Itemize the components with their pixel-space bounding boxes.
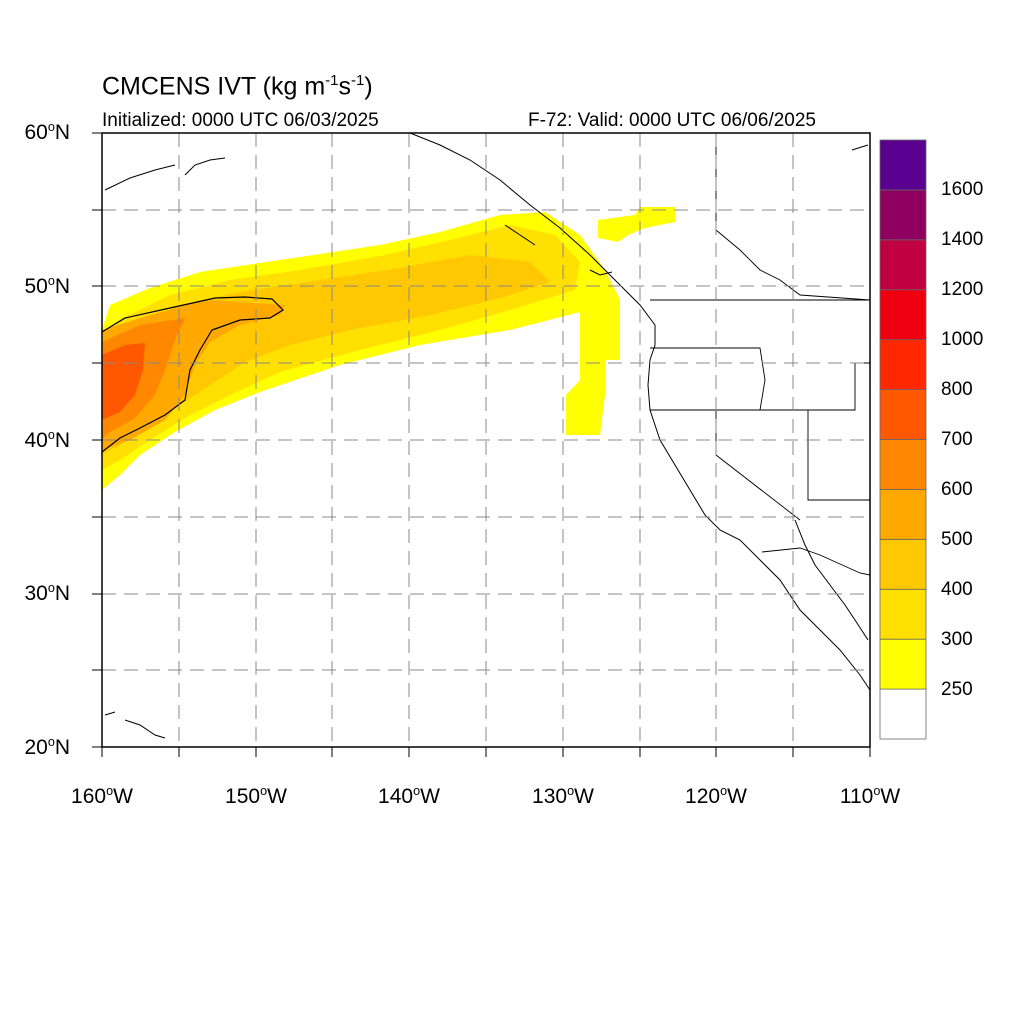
valid-time-label: F-72: Valid: 0000 UTC 06/06/2025 — [528, 110, 816, 131]
ivt-250-region-east — [598, 207, 675, 242]
colorbar-label-500: 500 — [941, 529, 973, 550]
colorbar-swatch — [879, 538, 927, 590]
colorbar-swatch — [879, 389, 927, 440]
lat-label-50: 50oN — [24, 274, 70, 298]
map-title: CMCENS IVT (kg m-1s-1) — [102, 72, 373, 101]
colorbar-label-400: 400 — [941, 579, 973, 600]
lon-label-130w: 130oW — [532, 784, 594, 808]
colorbar-swatch — [879, 588, 927, 640]
colorbar-swatch — [879, 139, 927, 191]
colorbar-swatch — [879, 638, 927, 690]
colorbar-swatch — [879, 339, 927, 390]
colorbar-label-1200: 1200 — [941, 279, 984, 300]
colorbar-label-250: 250 — [941, 679, 973, 700]
colorbar-swatch — [879, 189, 927, 241]
colorbar-swatch — [879, 489, 927, 540]
colorbar-label-1400: 1400 — [941, 229, 984, 250]
ivt-shading — [102, 207, 675, 490]
colorbar-label-1600: 1600 — [941, 179, 984, 200]
colorbar-label-1000: 1000 — [941, 329, 984, 350]
colorbar-swatch — [879, 289, 927, 341]
colorbar-swatch — [879, 439, 927, 490]
colorbar-label-300: 300 — [941, 629, 973, 650]
colorbar-label-800: 800 — [941, 379, 973, 400]
colorbar-swatch — [879, 239, 927, 291]
lon-label-150w: 150oW — [225, 784, 287, 808]
ivt-700-region — [102, 343, 145, 420]
lon-label-160w: 160oW — [71, 784, 133, 808]
colorbar-label-700: 700 — [941, 429, 973, 450]
lat-label-30: 30oN — [24, 581, 70, 605]
colorbar — [879, 139, 927, 740]
colorbar-label-600: 600 — [941, 479, 973, 500]
lat-label-60: 60oN — [24, 120, 70, 144]
borders — [650, 133, 871, 576]
colorbar-swatch — [879, 688, 927, 740]
initialized-label: Initialized: 0000 UTC 06/03/2025 — [102, 110, 379, 131]
lon-label-140w: 140oW — [378, 784, 440, 808]
lat-label-40: 40oN — [24, 428, 70, 452]
coastlines — [104, 132, 871, 739]
ivt-500-contour — [101, 296, 284, 453]
graticule — [102, 133, 870, 747]
axis-ticks — [92, 132, 871, 757]
lat-label-20: 20oN — [24, 735, 70, 759]
lon-label-120w: 120oW — [685, 784, 747, 808]
lon-label-110w: 110oW — [839, 784, 901, 808]
